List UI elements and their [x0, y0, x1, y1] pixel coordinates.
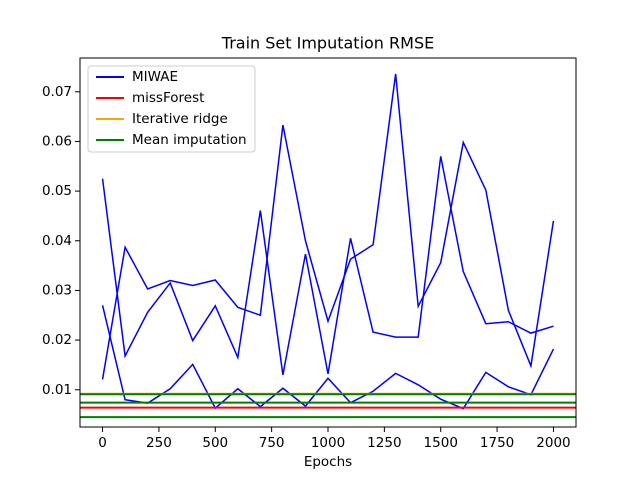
legend-label: Iterative ridge [132, 111, 228, 127]
line-series [101, 305, 555, 410]
y-tick-label: 0.02 [42, 332, 72, 348]
y-tick-label: 0.05 [42, 183, 72, 199]
axes-frame [79, 57, 577, 428]
x-tick-label: 2000 [536, 435, 570, 451]
x-tick-label: 250 [146, 435, 172, 451]
y-tick-label: 0.03 [42, 282, 72, 298]
x-tick-label: 0 [98, 435, 107, 451]
y-tick-label: 0.01 [42, 382, 72, 398]
x-tick-label: 1500 [424, 435, 458, 451]
x-tick-label: 750 [259, 435, 285, 451]
y-tick-label: 0.04 [42, 233, 72, 249]
x-axis-label: Epochs [304, 454, 352, 470]
legend-label: MIWAE [132, 69, 178, 85]
y-tick-label: 0.07 [42, 84, 72, 100]
legend-label: missForest [132, 90, 204, 106]
legend-label: Mean imputation [132, 132, 247, 148]
chart-title: Train Set Imputation RMSE [221, 34, 434, 53]
line-series [101, 156, 554, 375]
x-tick-label: 1000 [311, 435, 345, 451]
x-tick-label: 500 [202, 435, 228, 451]
x-tick-label: 1250 [367, 435, 401, 451]
line-series [101, 73, 555, 380]
legend-box [87, 65, 256, 153]
y-tick-label: 0.06 [42, 133, 72, 149]
x-tick-label: 1750 [480, 435, 514, 451]
